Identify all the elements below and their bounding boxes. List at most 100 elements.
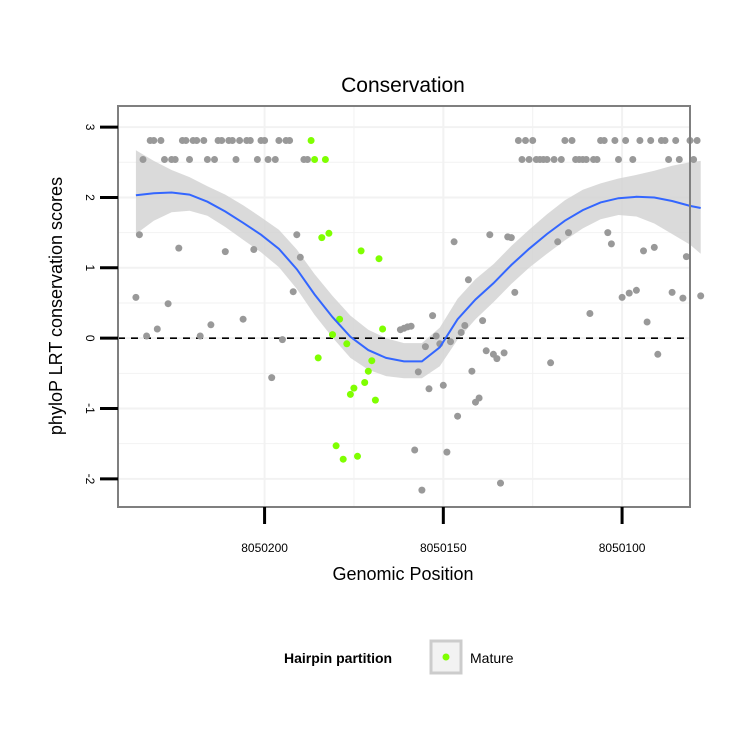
- data-point-other: [557, 156, 565, 163]
- data-point-other: [447, 338, 454, 346]
- data-point-other: [454, 412, 462, 420]
- data-point-other: [143, 332, 151, 340]
- data-point-mature: [343, 340, 351, 348]
- data-point-other: [690, 156, 698, 163]
- data-point-other: [550, 156, 558, 163]
- data-point-other: [461, 322, 469, 329]
- data-point-other: [261, 137, 269, 144]
- data-point-other: [150, 137, 158, 144]
- plot-panel: [117, 105, 705, 508]
- data-point-other: [565, 229, 572, 237]
- data-point-other: [218, 137, 226, 144]
- data-point-other: [661, 137, 669, 144]
- data-point-other: [200, 137, 208, 144]
- data-point-other: [511, 288, 519, 296]
- mature-points: [307, 137, 387, 463]
- data-point-other: [278, 336, 286, 344]
- data-point-other: [486, 231, 494, 239]
- x-tick-label: 8050150: [420, 541, 467, 555]
- data-point-other: [203, 156, 211, 163]
- data-point-other: [439, 381, 447, 389]
- data-point-other: [275, 137, 283, 144]
- smooth-trend: [135, 191, 701, 363]
- data-point-other: [604, 229, 612, 237]
- data-point-other: [157, 137, 165, 144]
- data-point-other: [421, 343, 429, 351]
- data-point-other: [207, 321, 215, 329]
- data-point-other: [286, 137, 294, 144]
- x-axis: 8050200 8050150 8050100: [241, 507, 646, 555]
- data-point-mature: [361, 379, 369, 386]
- data-point-other: [632, 286, 640, 294]
- data-point-other: [139, 156, 147, 163]
- y-tick-label: -1: [83, 403, 97, 414]
- data-point-other: [182, 137, 190, 144]
- smooth-line: [135, 191, 701, 363]
- chart-title: Conservation: [341, 74, 465, 97]
- data-point-other: [618, 293, 626, 301]
- data-point-mature: [346, 390, 354, 398]
- legend: Hairpin partition Mature: [284, 639, 514, 675]
- y-tick-label: 2: [83, 194, 97, 201]
- data-point-other: [253, 156, 261, 163]
- data-point-other: [132, 293, 140, 301]
- data-point-other: [672, 137, 680, 144]
- data-point-other: [250, 246, 258, 253]
- data-point-other: [593, 156, 601, 163]
- data-point-other: [529, 137, 537, 144]
- data-point-other: [304, 156, 311, 163]
- y-tick-label: 3: [83, 124, 97, 131]
- data-point-other: [429, 312, 437, 320]
- data-point-other: [289, 288, 297, 296]
- data-point-other: [625, 289, 633, 297]
- data-point-mature: [325, 229, 333, 237]
- data-point-other: [464, 276, 472, 284]
- x-tick-label: 8050100: [599, 541, 646, 555]
- data-point-other: [586, 310, 594, 317]
- data-point-mature: [371, 396, 379, 404]
- data-point-other: [221, 248, 229, 256]
- legend-mature-marker: [442, 653, 450, 661]
- data-point-other: [232, 156, 240, 163]
- data-point-other: [525, 156, 533, 163]
- data-point-mature: [314, 354, 322, 362]
- data-point-other: [665, 156, 673, 163]
- data-point-other: [293, 231, 301, 239]
- data-point-mature: [336, 315, 344, 323]
- data-point-other: [497, 479, 504, 487]
- confidence-band-area: [135, 150, 701, 379]
- data-point-other: [153, 325, 161, 333]
- data-point-other: [654, 350, 662, 358]
- data-point-other: [171, 156, 179, 163]
- plot-frame: [117, 105, 691, 508]
- data-point-other: [582, 156, 590, 163]
- data-point-mature: [318, 234, 326, 242]
- data-point-other: [554, 238, 562, 246]
- legend-key: [429, 639, 463, 675]
- data-point-other: [271, 156, 279, 163]
- data-point-other: [600, 137, 608, 144]
- data-point-other: [607, 240, 615, 248]
- data-point-other: [411, 446, 419, 454]
- data-point-mature: [354, 452, 361, 460]
- data-point-other: [507, 234, 515, 242]
- data-point-other: [647, 137, 655, 144]
- data-point-other: [650, 243, 658, 251]
- data-point-other: [135, 231, 143, 239]
- data-point-mature: [379, 325, 387, 333]
- data-point-mature: [311, 156, 319, 163]
- data-point-other: [493, 355, 501, 363]
- data-point-other: [547, 359, 555, 367]
- data-point-mature: [321, 156, 329, 163]
- data-point-mature: [329, 331, 336, 339]
- data-point-other: [164, 300, 172, 308]
- data-point-other: [668, 288, 676, 296]
- data-point-mature: [339, 455, 347, 463]
- data-point-other: [675, 156, 683, 163]
- data-point-other: [568, 137, 576, 144]
- legend-label-mature: Mature: [470, 650, 514, 666]
- data-point-other: [450, 238, 458, 246]
- data-point-other: [482, 347, 490, 355]
- data-point-mature: [364, 367, 372, 375]
